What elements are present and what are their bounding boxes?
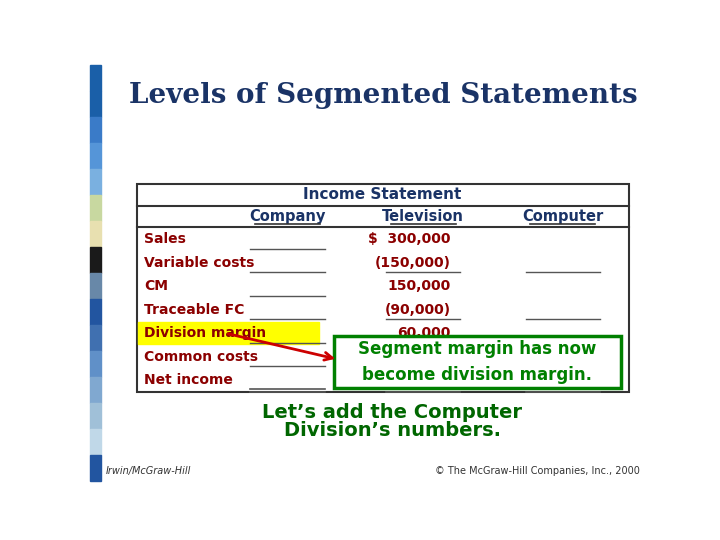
Bar [90,377,101,403]
Bar [90,403,101,429]
Bar [90,168,101,195]
Text: Let’s add the Computer: Let’s add the Computer [262,403,522,422]
Text: 60,000: 60,000 [397,326,451,340]
Text: Net income: Net income [144,373,233,387]
Text: Income Statement: Income Statement [303,187,462,202]
Bar [90,429,101,455]
Text: Traceable FC: Traceable FC [144,302,245,316]
Text: (90,000): (90,000) [384,302,451,316]
Bar [90,455,101,481]
Text: Common costs: Common costs [144,350,258,364]
Bar [90,91,101,117]
Text: CM: CM [144,279,168,293]
Bar [90,65,101,91]
FancyArrowPatch shape [228,334,332,360]
Text: Irwin/McGraw-Hill: Irwin/McGraw-Hill [106,467,191,476]
Bar [90,117,101,143]
Text: Levels of Segmented Statements: Levels of Segmented Statements [129,82,637,109]
Text: 150,000: 150,000 [387,279,451,293]
Bar [90,247,101,273]
Bar [137,184,629,392]
Text: Division’s numbers.: Division’s numbers. [284,421,500,440]
Bar [90,325,101,350]
Text: Segment margin has now
become division margin.: Segment margin has now become division m… [359,340,597,384]
Bar [90,273,101,299]
Text: Sales: Sales [144,232,186,246]
Bar [90,350,101,377]
Bar [90,221,101,247]
Text: (150,000): (150,000) [374,255,451,269]
Text: Division margin: Division margin [144,326,266,340]
Bar [90,299,101,325]
Bar [334,336,621,388]
Text: © The McGraw-Hill Companies, Inc., 2000: © The McGraw-Hill Companies, Inc., 2000 [436,467,640,476]
Text: $  300,000: $ 300,000 [368,232,451,246]
Bar [90,195,101,221]
Text: Computer: Computer [522,209,603,224]
Bar [90,143,101,168]
Text: Variable costs: Variable costs [144,255,255,269]
Text: Television: Television [382,209,464,224]
Text: Company: Company [249,209,326,224]
Bar [138,322,319,344]
